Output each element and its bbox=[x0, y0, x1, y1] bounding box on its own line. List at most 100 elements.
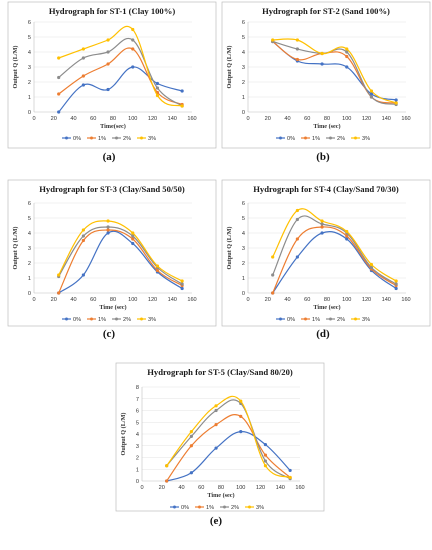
y-tick-label: 5 bbox=[28, 216, 31, 222]
data-point bbox=[288, 468, 292, 473]
data-point bbox=[288, 475, 292, 480]
x-tick-label: 0 bbox=[246, 116, 249, 122]
x-tick-label: 40 bbox=[70, 116, 76, 122]
legend-marker bbox=[65, 317, 68, 321]
data-point bbox=[271, 38, 275, 42]
legend-entry: 2% bbox=[123, 317, 131, 323]
data-point bbox=[106, 62, 110, 66]
series-line-3pct bbox=[272, 208, 397, 282]
y-tick-label: 6 bbox=[28, 20, 31, 26]
data-point bbox=[320, 62, 324, 66]
x-tick-label: 80 bbox=[324, 297, 330, 303]
panel-caption: (d) bbox=[316, 328, 330, 340]
data-point bbox=[295, 47, 299, 51]
series-line-2pct bbox=[272, 215, 397, 285]
x-tick-label: 20 bbox=[51, 116, 57, 122]
x-tick-label: 40 bbox=[284, 297, 290, 303]
data-point bbox=[214, 408, 218, 413]
data-point bbox=[320, 231, 324, 235]
data-point bbox=[131, 237, 135, 241]
y-tick-label: 2 bbox=[28, 80, 31, 86]
series-line-0pct bbox=[272, 41, 397, 101]
y-tick-label: 5 bbox=[28, 35, 31, 41]
y-tick-label: 4 bbox=[242, 231, 245, 237]
y-tick-label: 6 bbox=[242, 20, 245, 26]
data-point bbox=[81, 234, 85, 238]
data-point bbox=[165, 479, 169, 483]
x-tick-label: 100 bbox=[342, 297, 351, 303]
x-tick-label: 120 bbox=[148, 116, 157, 122]
data-point bbox=[155, 81, 160, 86]
y-tick-label: 4 bbox=[242, 50, 245, 56]
data-point bbox=[81, 273, 85, 277]
x-tick-label: 0 bbox=[32, 116, 35, 122]
y-tick-label: 1 bbox=[136, 467, 139, 473]
data-point bbox=[345, 65, 349, 69]
y-tick-label: 5 bbox=[242, 35, 245, 41]
x-tick-label: 100 bbox=[236, 485, 245, 491]
chart-panel-4: Hydrograph for ST-4 (Clay/Sand 70/30)012… bbox=[221, 179, 431, 327]
x-axis-label: Time (sec) bbox=[313, 304, 340, 311]
y-tick-label: 6 bbox=[28, 201, 31, 207]
panel-frame bbox=[7, 179, 217, 327]
y-tick-label: 2 bbox=[242, 80, 245, 86]
x-tick-label: 100 bbox=[342, 116, 351, 122]
panel-caption: (a) bbox=[103, 151, 116, 163]
data-point bbox=[369, 92, 374, 96]
y-tick-label: 1 bbox=[28, 276, 31, 282]
legend-marker bbox=[223, 505, 226, 509]
panel-caption: (c) bbox=[103, 328, 116, 340]
data-point bbox=[106, 231, 110, 235]
data-point bbox=[81, 47, 85, 51]
y-axis-label: Output Q (L/M) bbox=[226, 227, 233, 270]
x-tick-label: 100 bbox=[128, 116, 137, 122]
data-point bbox=[271, 291, 275, 295]
data-point bbox=[295, 255, 299, 259]
data-point bbox=[369, 265, 374, 270]
data-point bbox=[320, 225, 324, 229]
data-point bbox=[189, 430, 193, 434]
chart-title: Hydrograph for ST-2 (Sand 100%) bbox=[262, 6, 390, 16]
data-point bbox=[271, 273, 275, 277]
chart-title: Hydrograph for ST-4 (Clay/Sand 70/30) bbox=[253, 184, 399, 194]
legend-entry: 3% bbox=[256, 505, 264, 511]
data-point bbox=[81, 228, 85, 232]
data-point bbox=[345, 237, 349, 241]
data-point bbox=[345, 47, 349, 51]
legend-entry: 3% bbox=[148, 317, 156, 323]
y-tick-label: 3 bbox=[28, 65, 31, 71]
x-axis-label: Time (sec) bbox=[207, 492, 234, 499]
data-point bbox=[81, 83, 85, 87]
y-tick-label: 5 bbox=[136, 420, 139, 426]
data-point bbox=[295, 38, 299, 42]
chart-title: Hydrograph for ST-1 (Clay 100%) bbox=[49, 6, 176, 16]
x-tick-label: 160 bbox=[187, 116, 196, 122]
data-point bbox=[131, 231, 135, 235]
data-point bbox=[81, 56, 85, 60]
series-line-0pct bbox=[58, 66, 183, 113]
data-point bbox=[345, 234, 349, 238]
panel-frame bbox=[7, 1, 217, 149]
data-point bbox=[189, 434, 193, 438]
data-point bbox=[106, 228, 110, 232]
chart-title: Hydrograph for ST-3 (Clay/Sand 50/50) bbox=[39, 184, 185, 194]
panel-caption: (b) bbox=[316, 151, 330, 163]
legend-marker bbox=[279, 317, 282, 321]
x-tick-label: 60 bbox=[304, 297, 310, 303]
y-tick-label: 1 bbox=[242, 276, 245, 282]
x-tick-label: 20 bbox=[51, 297, 57, 303]
chart-panel-3: Hydrograph for ST-3 (Clay/Sand 50/50)012… bbox=[7, 179, 217, 327]
legend-marker bbox=[354, 136, 357, 140]
x-tick-label: 140 bbox=[168, 297, 177, 303]
x-tick-label: 140 bbox=[276, 485, 285, 491]
legend-marker bbox=[248, 505, 251, 509]
data-point bbox=[106, 50, 110, 54]
series-line-3pct bbox=[272, 38, 397, 104]
data-point bbox=[106, 225, 110, 229]
data-point bbox=[106, 219, 110, 223]
data-point bbox=[295, 57, 299, 62]
legend-entry: 2% bbox=[337, 136, 345, 142]
x-tick-label: 20 bbox=[159, 485, 165, 491]
data-point bbox=[394, 98, 398, 102]
chart-panel-5: Hydrograph for ST-5 (Clay/Sand 80/20)012… bbox=[115, 362, 325, 512]
